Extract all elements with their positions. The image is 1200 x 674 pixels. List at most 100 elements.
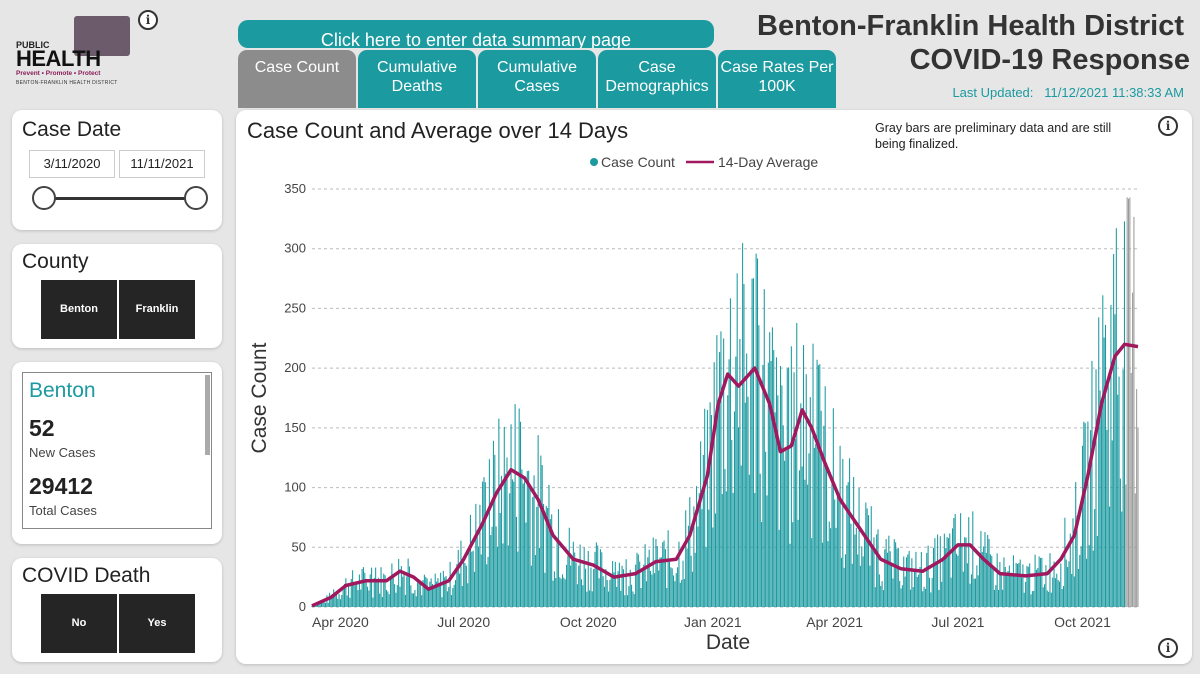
case-bar xyxy=(383,573,385,607)
case-bar xyxy=(700,441,702,607)
case-bar xyxy=(641,569,643,607)
case-bar xyxy=(602,576,604,607)
death-yes-button[interactable]: Yes xyxy=(119,594,195,653)
case-bar xyxy=(754,492,756,607)
case-bar xyxy=(547,507,549,607)
case-bar xyxy=(954,513,956,607)
y-tick-label: 100 xyxy=(284,480,306,495)
date-slider-start-handle[interactable] xyxy=(32,186,56,210)
case-bar xyxy=(400,566,402,607)
case-bar xyxy=(1115,228,1117,607)
case-bar xyxy=(1077,568,1079,607)
case-bar xyxy=(622,569,624,607)
case-bar xyxy=(426,578,428,607)
case-bar xyxy=(621,565,623,607)
x-axis-label: Date xyxy=(706,631,750,654)
chart-info-icon[interactable]: i xyxy=(1158,116,1178,136)
case-bar xyxy=(838,493,840,607)
case-bar xyxy=(635,564,637,607)
case-bar xyxy=(318,603,320,607)
end-date-input[interactable]: 11/11/2021 xyxy=(119,150,205,178)
case-bar xyxy=(511,479,513,607)
case-bar xyxy=(654,573,656,607)
case-bar xyxy=(717,411,719,607)
info-icon[interactable]: i xyxy=(138,10,158,30)
case-bar xyxy=(352,570,354,607)
death-no-button[interactable]: No xyxy=(41,594,117,653)
case-bar xyxy=(820,410,822,607)
case-bar xyxy=(1132,292,1134,607)
start-date-input[interactable]: 3/11/2020 xyxy=(29,150,115,178)
case-bar xyxy=(517,551,519,607)
county-franklin-button[interactable]: Franklin xyxy=(119,280,195,339)
case-bar xyxy=(927,545,929,607)
case-bar xyxy=(626,595,629,607)
case-bar xyxy=(449,561,451,607)
case-bar xyxy=(360,589,362,607)
county-benton-button[interactable]: Benton xyxy=(41,280,117,339)
case-bar xyxy=(392,576,394,607)
case-bar xyxy=(869,565,871,607)
tab-cumulative-cases[interactable]: Cumulative Cases xyxy=(478,50,596,108)
case-bar xyxy=(564,579,566,607)
case-bar xyxy=(911,558,913,607)
case-bar xyxy=(1073,576,1075,607)
case-bar xyxy=(1021,577,1023,607)
case-bar xyxy=(710,415,712,607)
tab-case-count[interactable]: Case Count xyxy=(238,50,356,108)
county-title: County xyxy=(22,250,89,273)
case-bar xyxy=(468,552,470,607)
date-slider-track[interactable] xyxy=(44,197,194,200)
case-bar xyxy=(804,479,806,607)
case-bar xyxy=(1106,429,1108,607)
case-bar xyxy=(888,535,890,607)
case-bar xyxy=(380,567,382,607)
y-tick-labels: 0 50 100 150 200 250 300 350 xyxy=(284,181,306,614)
case-bar xyxy=(755,253,757,607)
case-bar xyxy=(1102,295,1104,607)
case-bar xyxy=(606,579,608,607)
case-bar xyxy=(859,565,861,607)
case-bar xyxy=(1015,562,1017,607)
case-bar xyxy=(798,470,801,607)
date-slider-end-handle[interactable] xyxy=(184,186,208,210)
covid-death-title: COVID Death xyxy=(22,564,151,587)
case-bar xyxy=(934,538,936,607)
summary-scrollbar[interactable] xyxy=(205,375,210,455)
case-bar xyxy=(858,487,860,607)
chart-footer-info-icon[interactable]: i xyxy=(1158,638,1178,658)
case-bar xyxy=(712,527,714,607)
case-bar xyxy=(677,567,679,607)
case-bar xyxy=(739,339,741,607)
case-bar xyxy=(567,555,569,607)
case-bar xyxy=(467,583,469,607)
case-bar xyxy=(1018,562,1020,607)
case-bar xyxy=(931,577,933,607)
case-bar xyxy=(548,484,550,607)
case-bar xyxy=(311,605,313,607)
case-bar xyxy=(610,574,612,607)
case-bar xyxy=(660,557,662,607)
case-bar xyxy=(725,491,727,607)
covid-death-card: COVID Death No Yes xyxy=(12,558,222,662)
case-bar xyxy=(861,546,863,607)
tab-cumulative-deaths[interactable]: Cumulative Deaths xyxy=(358,50,476,108)
case-bar xyxy=(538,547,541,607)
case-bar xyxy=(716,335,718,607)
case-bar xyxy=(763,289,765,607)
case-bar xyxy=(574,552,576,607)
case-bar xyxy=(1130,372,1132,607)
case-bar xyxy=(362,567,364,607)
data-summary-button[interactable]: Click here to enter data summary page xyxy=(238,20,714,48)
logo-tagline: Prevent • Promote • Protect xyxy=(16,70,101,77)
case-bar xyxy=(541,465,543,607)
case-bar xyxy=(1011,576,1013,607)
case-bar xyxy=(648,549,650,607)
x-tick-label: Apr 2021 xyxy=(806,614,863,630)
tab-case-demographics[interactable]: Case Demographics xyxy=(598,50,716,108)
case-bar xyxy=(817,365,819,607)
case-bar xyxy=(682,560,684,607)
case-bar xyxy=(771,327,773,607)
case-bar xyxy=(487,556,489,607)
tab-case-rates[interactable]: Case Rates Per 100K xyxy=(718,50,836,108)
